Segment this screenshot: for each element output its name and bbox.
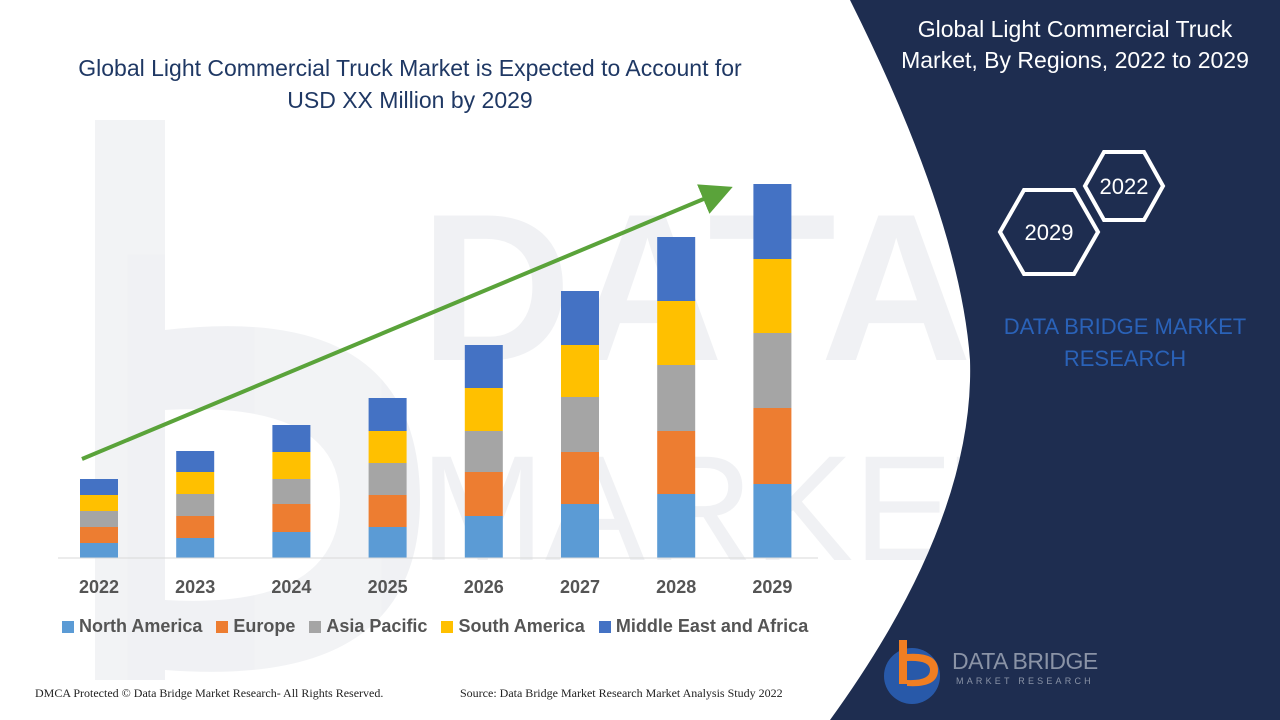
legend-label: Middle East and Africa <box>615 616 809 636</box>
x-tick-label-2026: 2026 <box>464 577 504 597</box>
bar-segment-2029-asia-pacific <box>753 333 792 408</box>
x-tick-label-2023: 2023 <box>175 577 215 597</box>
legend-swatch <box>216 620 229 633</box>
bar-segment-2023-south-america <box>176 472 215 494</box>
bar-segment-2022-middle-east-and-africa <box>80 479 118 495</box>
bar-segment-2024-europe <box>272 504 311 532</box>
x-tick-labels: 2022 2023 2024 2025 2026 2027 2028 2029 <box>79 577 792 597</box>
bar-segment-2029-south-america <box>753 259 792 333</box>
bar-segment-2027-south-america <box>561 345 599 397</box>
bar-segment-2028-europe <box>657 431 696 494</box>
legend-item-middle-east-and-africa: Middle East and Africa <box>598 616 809 637</box>
x-tick-label-2028: 2028 <box>656 577 696 597</box>
legend-item-south-america: South America <box>441 616 585 637</box>
logo-name: DATA BRIDGE <box>952 648 1098 674</box>
bar-segment-2028-asia-pacific <box>657 365 696 431</box>
legend-label: North America <box>79 616 203 636</box>
x-tick-label-2029: 2029 <box>752 577 792 597</box>
bar-segment-2023-north-america <box>176 538 215 558</box>
hexagon-2029 <box>997 188 1101 276</box>
chart-legend: North America Europe Asia Pacific South Ame… <box>62 616 808 637</box>
bar-segment-2027-asia-pacific <box>561 397 599 452</box>
bar-segment-2024-middle-east-and-africa <box>272 425 311 452</box>
bar-segment-2025-europe <box>368 495 407 527</box>
logo-mark <box>884 640 940 704</box>
legend-swatch <box>309 620 322 633</box>
brand-name: DATA BRIDGE MARKET RESEARCH <box>1003 314 1247 371</box>
hexagon-2022 <box>1082 150 1166 222</box>
legend-swatch <box>62 620 74 633</box>
bar-segment-2023-europe <box>176 516 215 538</box>
sidebar-title: Global Light Commercial Truck Market, By… <box>901 16 1249 73</box>
legend-item-north-america: North America <box>62 616 202 637</box>
bars-group <box>80 184 792 558</box>
bar-segment-2028-north-america <box>657 494 696 558</box>
legend-item-asia-pacific: Asia Pacific <box>309 616 427 637</box>
bar-segment-2028-middle-east-and-africa <box>657 237 696 301</box>
legend-item-europe: Europe <box>216 616 295 637</box>
bar-segment-2025-south-america <box>368 431 407 463</box>
x-tick-label-2022: 2022 <box>79 577 119 597</box>
bar-segment-2024-south-america <box>272 452 311 479</box>
trend-arrow <box>81 184 733 461</box>
bar-segment-2026-asia-pacific <box>464 431 503 472</box>
hex-label-2022: 2022 <box>1099 174 1149 199</box>
bar-segment-2027-europe <box>561 452 599 504</box>
legend-label: Europe <box>233 616 296 636</box>
chart-title: Global Light Commercial Truck Market is … <box>78 55 742 113</box>
bar-segment-2026-north-america <box>464 516 503 558</box>
bar-segment-2022-south-america <box>80 495 118 511</box>
bar-segment-2026-south-america <box>464 388 503 431</box>
bar-segment-2025-middle-east-and-africa <box>368 398 407 431</box>
bar-segment-2022-north-america <box>80 543 118 558</box>
legend-label: Asia Pacific <box>326 616 428 636</box>
bar-segment-2026-europe <box>464 472 503 516</box>
bar-segment-2029-north-america <box>753 484 792 558</box>
copyright-text: DMCA Protected © Data Bridge Market Rese… <box>35 686 384 700</box>
bar-segment-2023-asia-pacific <box>176 494 215 516</box>
right-panel <box>830 0 1280 720</box>
x-tick-label-2025: 2025 <box>368 577 408 597</box>
bar-segment-2024-asia-pacific <box>272 479 311 504</box>
legend-label: South America <box>458 616 585 636</box>
x-tick-label-2024: 2024 <box>271 577 311 597</box>
bar-segment-2026-middle-east-and-africa <box>464 345 503 388</box>
bar-segment-2022-europe <box>80 527 118 543</box>
logo-tagline: MARKET RESEARCH <box>956 676 1094 686</box>
bar-segment-2023-middle-east-and-africa <box>176 451 215 472</box>
legend-swatch <box>441 620 454 633</box>
bar-segment-2025-north-america <box>368 527 407 558</box>
bar-segment-2028-south-america <box>657 301 696 365</box>
source-text: Source: Data Bridge Market Research Mark… <box>460 686 783 700</box>
bar-segment-2025-asia-pacific <box>368 463 407 495</box>
bar-segment-2027-north-america <box>561 504 599 558</box>
bar-segment-2024-north-america <box>272 532 311 558</box>
bar-segment-2029-middle-east-and-africa <box>753 184 792 259</box>
legend-swatch <box>598 620 611 633</box>
bar-segment-2022-asia-pacific <box>80 511 118 527</box>
x-tick-label-2027: 2027 <box>560 577 600 597</box>
bar-segment-2029-europe <box>753 408 792 484</box>
bar-segment-2027-middle-east-and-africa <box>561 291 599 345</box>
hex-label-2029: 2029 <box>1024 220 1074 245</box>
